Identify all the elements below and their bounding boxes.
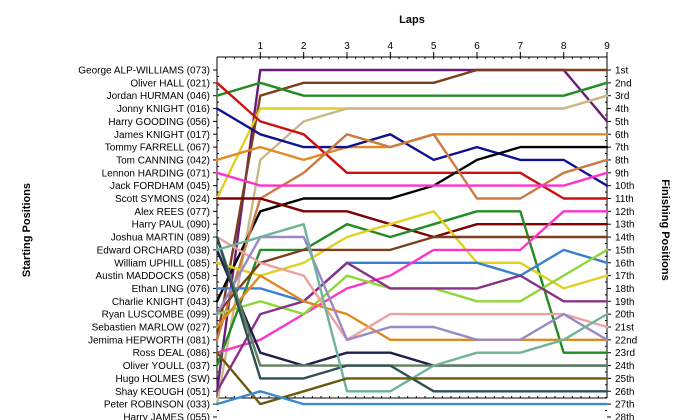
rider-position-line: [215, 171, 609, 187]
x-tick-label: 2: [301, 41, 307, 52]
finishing-position-label: 16th: [615, 258, 634, 269]
finishing-position-label: 5th: [615, 117, 629, 128]
x-tick-label: 1: [258, 41, 264, 52]
starting-position-label: James KNIGHT (017): [114, 130, 210, 141]
starting-position-label: Charlie KNIGHT (043): [112, 297, 210, 308]
finishing-position-label: 12th: [615, 207, 634, 218]
finishing-position-label: 3rd: [615, 91, 629, 102]
finishing-position-label: 13th: [615, 220, 634, 231]
finishing-position-label: 10th: [615, 181, 634, 192]
x-tick-label: 5: [431, 41, 437, 52]
finishing-position-label: 2nd: [615, 78, 632, 89]
rider-position-line: [215, 235, 609, 316]
starting-position-label: Joshua MARTIN (089): [111, 233, 210, 244]
starting-position-label: Harry GOODING (056): [108, 117, 210, 128]
x-tick-label: 4: [388, 41, 394, 52]
finishing-position-label: 4th: [615, 104, 629, 115]
right-axis-title: Finishing Positions: [659, 179, 671, 280]
rider-position-line: [215, 107, 609, 187]
rider-position-line: [215, 390, 609, 406]
starting-position-label: Harry JAMES (055): [123, 412, 210, 420]
finishing-position-label: 20th: [615, 310, 634, 321]
x-tick-label: 8: [561, 41, 567, 52]
starting-position-label: Jack FORDHAM (045): [110, 181, 210, 192]
finishing-position-label: 15th: [615, 245, 634, 256]
starting-position-label: Hugo HOLMES (SW): [116, 374, 210, 385]
starting-position-label: Austin MADDOCKS (058): [96, 271, 210, 282]
x-tick-label: 3: [344, 41, 350, 52]
finishing-position-label: 9th: [615, 168, 629, 179]
starting-position-label: Ryan LUSCOMBE (099): [102, 310, 210, 321]
finishing-position-label: 25th: [615, 374, 634, 385]
finishing-position-label: 14th: [615, 233, 634, 244]
starting-position-labels: George ALP-WILLIAMS (073)Oliver HALL (02…: [78, 66, 210, 420]
chart-title: Laps: [399, 14, 425, 26]
x-tick-labels: 1 2 3 4 5 6 7 8 9: [258, 41, 611, 52]
starting-position-label: Jonny KNIGHT (016): [117, 104, 210, 115]
rider-position-line: [215, 235, 609, 367]
rider-position-line: [215, 261, 609, 393]
finishing-position-label: 18th: [615, 284, 634, 295]
chart-axes: [213, 52, 611, 418]
finishing-position-label: 19th: [615, 297, 634, 308]
rider-position-line: [215, 235, 609, 341]
finishing-position-label: 17th: [615, 271, 634, 282]
finishing-position-label: 7th: [615, 143, 629, 154]
starting-position-label: Oliver YOULL (037): [123, 361, 210, 372]
rider-position-line: [215, 210, 609, 354]
series-layer: [215, 68, 609, 406]
finishing-position-label: 28th: [615, 412, 634, 420]
left-axis-title: Starting Positions: [21, 183, 33, 277]
starting-position-label: Tommy FARRELL (067): [105, 143, 210, 154]
finishing-position-label: 6th: [615, 130, 629, 141]
starting-position-label: Alex REES (077): [134, 207, 210, 218]
finishing-position-label: 24th: [615, 361, 634, 372]
starting-position-label: Edward ORCHARD (038): [97, 245, 210, 256]
x-tick-label: 6: [474, 41, 480, 52]
x-tick-label: 7: [518, 41, 524, 52]
rider-position-line: [215, 235, 609, 341]
rider-position-line: [215, 274, 609, 341]
starting-position-label: Ross DEAL (086): [133, 348, 210, 359]
finishing-position-label: 11th: [615, 194, 634, 205]
starting-position-label: Harry PAUL (090): [132, 220, 210, 231]
starting-position-label: Oliver HALL (021): [130, 78, 210, 89]
finishing-position-label: 27th: [615, 400, 634, 411]
finishing-position-label: 26th: [615, 387, 634, 398]
starting-position-label: William UPHILL (085): [114, 258, 210, 269]
rider-position-line: [215, 81, 609, 97]
starting-position-label: Shay KEOUGH (051): [115, 387, 210, 398]
starting-position-label: Lennon HARDING (071): [102, 168, 210, 179]
starting-position-label: Scott SYMONS (024): [115, 194, 210, 205]
starting-position-label: George ALP-WILLIAMS (073): [78, 66, 210, 77]
finishing-position-label: 23rd: [615, 348, 635, 359]
finishing-position-label: 22nd: [615, 335, 637, 346]
finishing-position-label: 21st: [615, 323, 634, 334]
starting-position-label: Peter ROBINSON (033): [104, 400, 210, 411]
finishing-position-label: 8th: [615, 155, 629, 166]
starting-position-label: Tom CANNING (042): [116, 155, 210, 166]
rider-position-line: [215, 210, 609, 367]
starting-position-label: Jemima HEPWORTH (081): [88, 335, 210, 346]
starting-position-label: Jordan HURMAN (046): [107, 91, 210, 102]
finishing-position-label: 1st: [615, 66, 629, 77]
x-tick-label: 9: [604, 41, 610, 52]
starting-position-label: Sebastien MARLOW (027): [92, 323, 210, 334]
starting-position-label: Ethan LING (076): [132, 284, 210, 295]
